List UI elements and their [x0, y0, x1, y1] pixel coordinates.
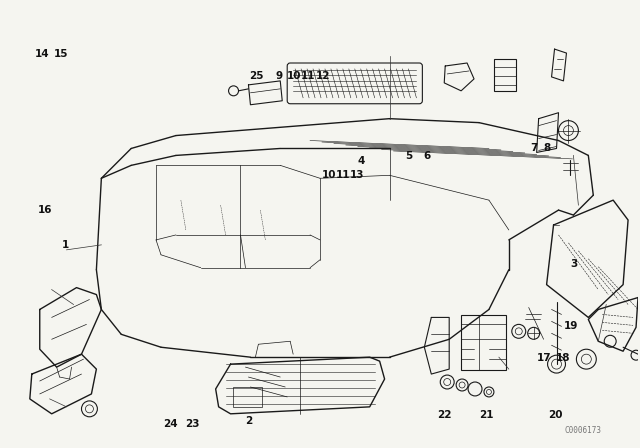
Text: 24: 24	[163, 419, 178, 429]
Bar	[461, 315, 506, 370]
Text: 10: 10	[323, 170, 337, 180]
Text: 17: 17	[536, 353, 551, 362]
Text: 11: 11	[335, 170, 350, 180]
Text: 5: 5	[405, 151, 413, 161]
Text: 23: 23	[186, 419, 200, 429]
Text: 2: 2	[245, 416, 252, 426]
Text: 6: 6	[423, 151, 431, 161]
Bar	[232, 387, 262, 407]
Text: 21: 21	[479, 410, 494, 420]
Text: 11: 11	[301, 71, 316, 81]
Text: 22: 22	[436, 410, 451, 420]
Text: 16: 16	[38, 205, 52, 215]
Text: 8: 8	[543, 143, 550, 153]
Text: 4: 4	[358, 156, 365, 166]
Text: 10: 10	[287, 71, 302, 81]
Text: 18: 18	[556, 353, 570, 362]
Text: 15: 15	[54, 49, 68, 59]
Text: 20: 20	[548, 410, 563, 420]
Text: 1: 1	[62, 241, 69, 250]
Text: 3: 3	[571, 259, 578, 269]
Text: 12: 12	[316, 71, 330, 81]
Text: C0006173: C0006173	[565, 426, 602, 435]
Bar	[494, 59, 516, 91]
Text: 7: 7	[530, 143, 538, 153]
Text: 9: 9	[275, 71, 282, 81]
Text: 19: 19	[564, 320, 579, 331]
Text: 14: 14	[35, 49, 49, 59]
Text: 25: 25	[249, 71, 264, 81]
Text: 13: 13	[349, 170, 364, 180]
